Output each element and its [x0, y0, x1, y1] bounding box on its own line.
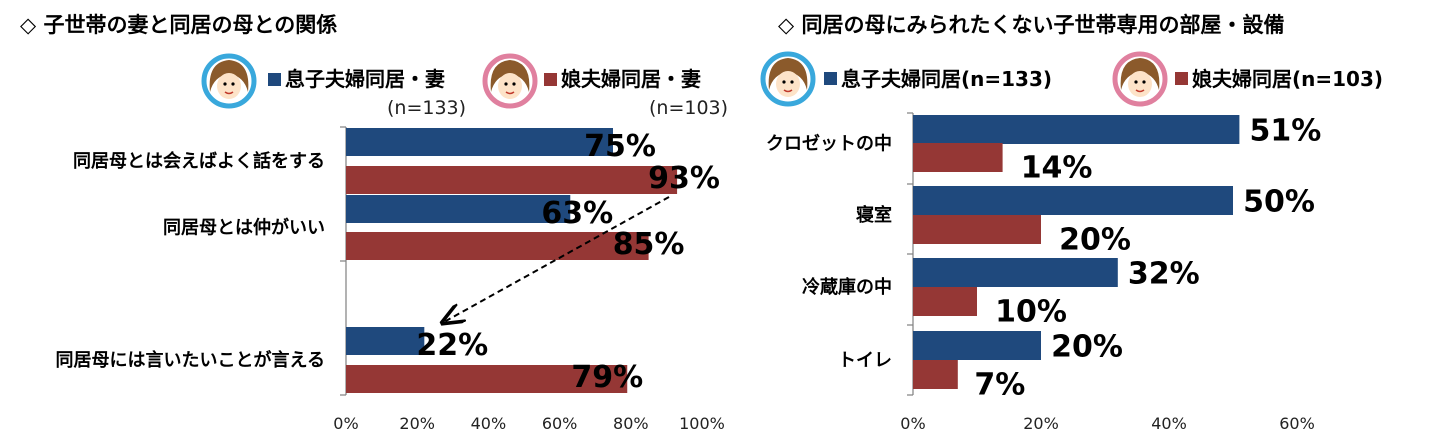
x-tick-label: 20% [399, 414, 435, 433]
x-tick-label: 20% [1023, 414, 1059, 433]
data-label: 20% [1051, 330, 1123, 365]
category-label: 冷蔵庫の中 [802, 276, 892, 298]
legend-label-son-household: 息子夫婦同居(n=133) [841, 67, 1052, 91]
legend-swatch-daughter-household [1175, 72, 1188, 85]
legend-n-daughter: (n=103) [649, 97, 728, 119]
x-tick-label: 80% [613, 414, 649, 433]
x-tick-label: 60% [542, 414, 578, 433]
bar [346, 166, 678, 194]
bar [346, 195, 571, 223]
data-label: 75% [584, 129, 656, 164]
legend-label-daughter-household: 娘夫婦同居(n=103) [1192, 67, 1383, 91]
category-label: 同居母には言いたいことが言える [56, 349, 325, 371]
x-tick-label: 0% [900, 414, 925, 433]
category-label: クロゼットの中 [766, 133, 892, 155]
legend-swatch-daughter [544, 73, 557, 86]
avatar-son-wife [201, 53, 257, 109]
data-label: 79% [571, 360, 643, 395]
bar [913, 331, 1041, 360]
legend-n-son: (n=133) [387, 97, 466, 119]
category-label: 同居母とは仲がいい [163, 217, 325, 239]
right-chart-title: ◇ 同居の母にみられたくない子世帯専用の部屋・設備 [778, 13, 1284, 37]
bar [346, 128, 613, 156]
bar [913, 115, 1240, 144]
x-tick-label: 0% [333, 414, 358, 433]
data-label: 63% [541, 196, 613, 231]
annotation-arrow [444, 196, 670, 322]
left-chart-title: ◇ 子世帯の妻と同居の母との関係 [20, 13, 337, 37]
data-label: 50% [1243, 185, 1315, 220]
x-tick-label: 40% [471, 414, 507, 433]
avatar-daughter-wife [482, 53, 538, 109]
data-label: 32% [1128, 257, 1200, 292]
bar [913, 143, 1003, 172]
avatar-son-household [760, 51, 816, 107]
category-label: トイレ [838, 350, 892, 371]
data-label: 51% [1249, 114, 1321, 149]
bar [913, 186, 1233, 215]
legend-swatch-son-household [824, 72, 837, 85]
bar [913, 360, 958, 389]
bar [913, 258, 1118, 287]
legend-label-son: 息子夫婦同居・妻 [285, 67, 445, 91]
legend-swatch-son [268, 73, 281, 86]
bar [346, 365, 628, 393]
bar [346, 327, 425, 355]
data-label: 10% [995, 295, 1067, 330]
category-label: 同居母とは会えばよく話をする [73, 150, 325, 172]
legend-label-daughter: 娘夫婦同居・妻 [561, 67, 701, 91]
data-label: 7% [974, 368, 1025, 403]
x-tick-label: 40% [1151, 414, 1187, 433]
x-tick-label: 60% [1279, 414, 1315, 433]
bar [913, 287, 977, 316]
category-label: 寝室 [856, 204, 892, 226]
bar [913, 215, 1041, 244]
data-label: 22% [416, 328, 488, 363]
data-label: 85% [613, 227, 685, 262]
left-plot-area: 0% 20% 40% 60% 80% 100% 同居母とは会えばよく話をする 75%93% 同居… [56, 126, 725, 433]
data-label: 93% [648, 161, 720, 196]
data-label: 20% [1059, 223, 1131, 258]
avatar-daughter-household [1112, 51, 1168, 107]
x-tick-label: 100% [679, 414, 725, 433]
data-label: 14% [1021, 151, 1093, 186]
bar [346, 232, 649, 260]
right-plot-area: 0% 20% 40% 60% クロゼットの中 51% 14% 寝室 50% 20% 冷蔵庫の中 32%… [766, 112, 1321, 433]
